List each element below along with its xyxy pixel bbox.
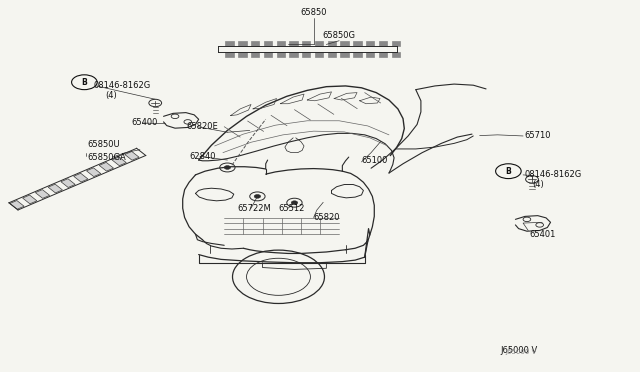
Text: 65512: 65512 [278,204,305,213]
Text: J65000 V: J65000 V [506,349,537,355]
Bar [392,41,400,46]
Bar [340,52,349,57]
Bar [353,41,362,46]
Circle shape [224,166,230,169]
Bar [353,52,362,57]
Bar [328,52,336,57]
Bar [238,41,246,46]
Bar [238,52,246,57]
Bar [379,41,387,46]
Text: (4): (4) [532,180,545,189]
Bar [315,52,323,57]
Text: B: B [81,78,87,87]
Text: 08146-8162G: 08146-8162G [524,170,582,179]
Bar [276,52,285,57]
Polygon shape [22,195,37,204]
Bar [302,52,310,57]
Circle shape [254,195,260,198]
Text: (4): (4) [105,91,116,100]
Text: 65722M: 65722M [237,204,271,213]
Text: 65820: 65820 [314,213,340,222]
Text: 08146-8162G: 08146-8162G [93,81,150,90]
Bar [315,41,323,46]
Bar [366,41,374,46]
Circle shape [291,201,298,205]
Text: 65850G: 65850G [323,31,356,39]
Polygon shape [86,168,100,177]
Bar [328,41,336,46]
Bar [264,52,272,57]
Text: 65100: 65100 [362,155,388,164]
Text: B: B [506,167,511,176]
Text: 65850: 65850 [300,9,327,17]
Polygon shape [125,151,139,160]
Text: J65000 V: J65000 V [500,346,537,355]
Polygon shape [74,173,88,182]
Bar [289,41,298,46]
Bar [366,52,374,57]
Bar [264,41,272,46]
Polygon shape [112,157,126,166]
Bar [251,41,259,46]
Bar [276,41,285,46]
Bar [302,41,310,46]
Text: 65820E: 65820E [186,122,218,131]
Polygon shape [99,163,113,171]
Text: 65850U: 65850U [87,140,120,149]
Bar [225,41,234,46]
Text: 65400: 65400 [132,119,158,128]
Bar [289,52,298,57]
Bar [340,41,349,46]
Text: 65401: 65401 [529,230,556,239]
Bar [251,52,259,57]
Text: 65710: 65710 [524,131,551,141]
Polygon shape [35,190,50,198]
Bar [225,52,234,57]
Polygon shape [10,201,24,209]
Bar [392,52,400,57]
Polygon shape [61,179,76,187]
Text: 65850GA: 65850GA [87,153,125,162]
Polygon shape [48,184,63,193]
Bar [379,52,387,57]
Text: 62840: 62840 [189,152,216,161]
